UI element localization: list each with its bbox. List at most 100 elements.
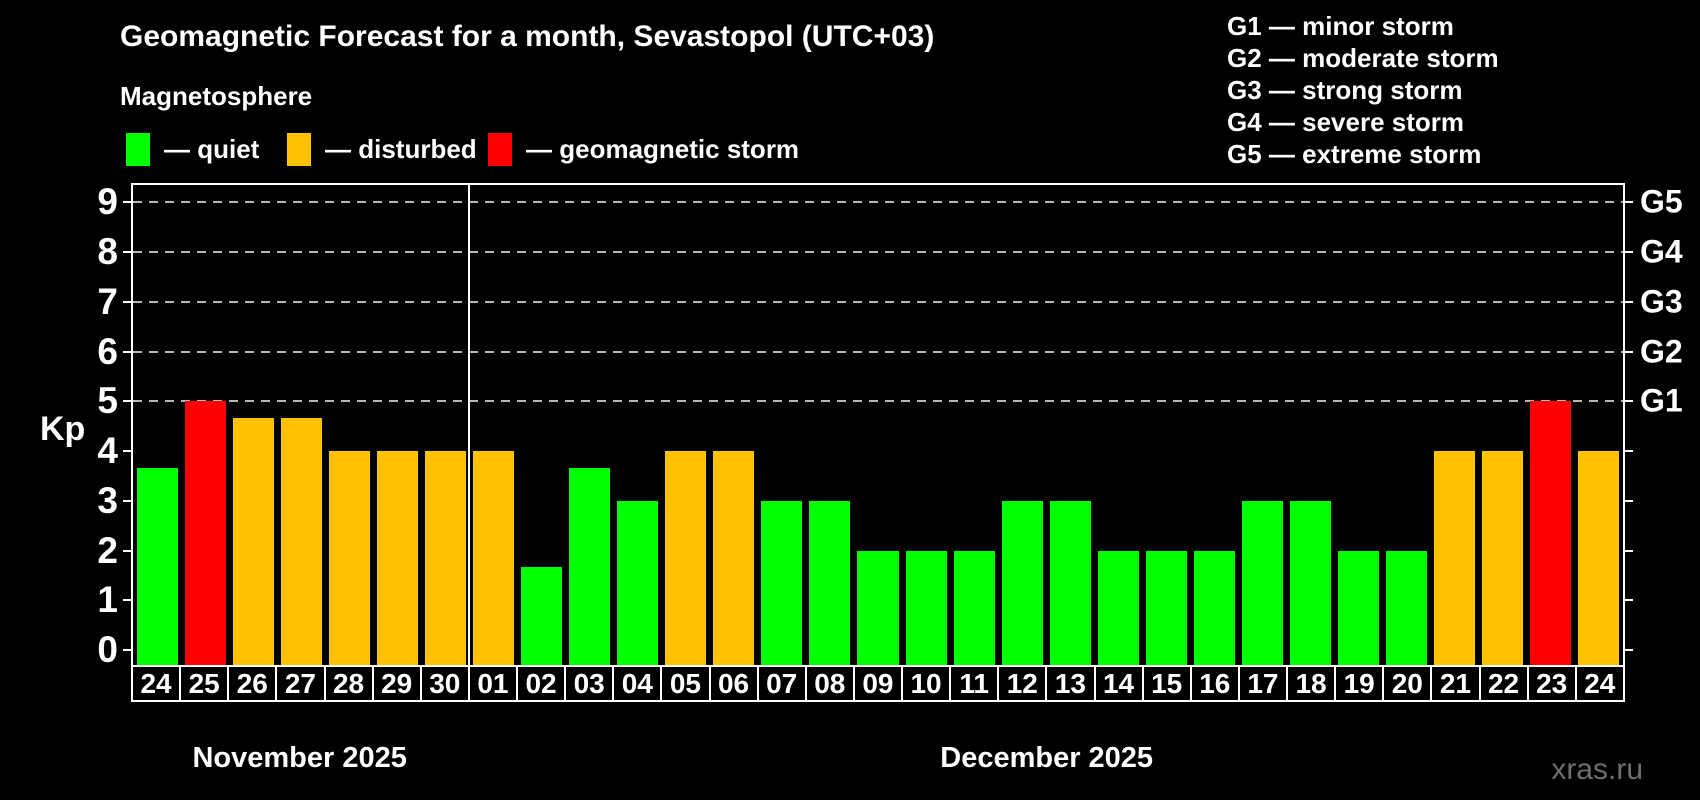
month-label-december: December 2025 [940, 742, 1154, 774]
left-tick-kp7 [123, 300, 133, 303]
date-label-dec-17: 17 [1237, 665, 1288, 702]
disturbed-color-swatch [287, 133, 311, 166]
kp-bar-dec-17 [1241, 500, 1284, 665]
kp-bar-dec-12 [1001, 500, 1043, 665]
left-tick-kp0 [123, 649, 133, 652]
left-tick-kp8 [123, 251, 133, 254]
date-label-dec-22: 22 [1478, 665, 1529, 702]
date-label-dec-04: 04 [612, 665, 663, 702]
left-tick-kp2 [123, 549, 133, 552]
storm-scale-line-g1: G1 — minor storm [1227, 11, 1454, 41]
date-label-dec-01: 01 [467, 665, 518, 702]
date-label-dec-08: 08 [804, 665, 855, 702]
kp-bar-dec-21 [1434, 451, 1476, 665]
kp-bar-nov-28 [328, 451, 370, 665]
kp-bar-nov-24 [136, 467, 178, 665]
legend-label-disturbed: — disturbed [325, 134, 477, 164]
y-tick-label-3: 3 [97, 479, 118, 521]
y-axis-title: Kp [40, 410, 86, 448]
date-label-dec-03: 03 [564, 665, 615, 702]
month-separator-line [468, 185, 471, 665]
kp-bar-dec-05 [665, 451, 707, 665]
storm-scale-line-g3: G3 — strong storm [1227, 75, 1463, 105]
date-label-dec-09: 09 [852, 665, 903, 702]
storm-color-swatch [488, 133, 512, 166]
left-tick-kp1 [123, 599, 133, 602]
y-tick-label-6: 6 [97, 330, 118, 372]
kp-bar-nov-30 [424, 451, 466, 665]
date-label-dec-18: 18 [1286, 665, 1337, 702]
kp-bar-dec-02 [521, 567, 563, 665]
chart-subtitle: Magnetosphere [120, 81, 313, 111]
y-tick-label-9: 9 [97, 181, 118, 223]
date-label-dec-05: 05 [660, 665, 711, 702]
kp-bar-dec-20 [1386, 550, 1428, 665]
left-tick-kp3 [123, 499, 133, 502]
g-scale-label-g3: G3 [1640, 283, 1683, 320]
storm-scale-line-g2: G2 — moderate storm [1227, 43, 1499, 73]
month-labels: November 2025 December 2025 [131, 742, 1625, 776]
y-tick-label-8: 8 [97, 231, 118, 273]
kp-bar-nov-26 [232, 417, 274, 665]
kp-bar-dec-01 [472, 451, 514, 665]
date-label-dec-16: 16 [1189, 665, 1240, 702]
kp-bar-dec-11 [953, 550, 995, 665]
y-tick-label-2: 2 [97, 529, 118, 571]
date-label-dec-11: 11 [949, 665, 1000, 702]
kp-bar-nov-29 [376, 451, 418, 665]
date-label-dec-23: 23 [1526, 665, 1577, 702]
kp-bar-dec-03 [569, 467, 611, 665]
y-tick-label-7: 7 [97, 280, 118, 322]
kp-bar-dec-16 [1193, 550, 1235, 665]
right-tick-kp8 [1623, 251, 1633, 254]
right-tick-kp2 [1623, 549, 1633, 552]
date-label-dec-14: 14 [1093, 665, 1144, 702]
storm-scale-legend: G1 — minor storm G2 — moderate storm G3 — … [1227, 10, 1499, 170]
kp-bar-dec-08 [809, 500, 851, 665]
date-label-dec-13: 13 [1045, 665, 1096, 702]
left-tick-kp4 [123, 450, 133, 453]
gridline-kp5 [133, 400, 1623, 403]
month-label-november: November 2025 [192, 742, 407, 774]
legend-item-disturbed: — disturbed [287, 133, 477, 166]
kp-bar-dec-04 [617, 500, 659, 665]
g-scale-label-g4: G4 [1640, 233, 1683, 270]
date-label-dec-07: 07 [756, 665, 807, 702]
plot-area: 0 1 2 3 4 5 6 7 8 9 G1 G2 G3 G4 G5 [97, 181, 1682, 670]
date-label-nov-30: 30 [419, 665, 470, 702]
date-label-nov-24: 24 [131, 665, 182, 702]
y-tick-label-5: 5 [97, 380, 118, 422]
date-label-nov-25: 25 [179, 665, 230, 702]
kp-bar-dec-09 [857, 550, 899, 665]
right-tick-kp5 [1623, 400, 1633, 403]
g-scale-label-g2: G2 [1640, 333, 1683, 370]
date-label-nov-29: 29 [371, 665, 422, 702]
kp-bar-dec-15 [1145, 550, 1187, 665]
date-label-dec-10: 10 [901, 665, 952, 702]
kp-bar-dec-24 [1578, 451, 1620, 665]
gridline-kp8 [133, 251, 1623, 254]
quiet-color-swatch [126, 133, 150, 166]
gridline-kp6 [133, 350, 1623, 353]
right-tick-kp7 [1623, 300, 1633, 303]
kp-bar-dec-10 [905, 550, 947, 665]
g-scale-label-g5: G5 [1640, 183, 1683, 220]
storm-scale-line-g4: G4 — severe storm [1227, 107, 1465, 137]
right-tick-kp3 [1623, 499, 1633, 502]
storm-scale-line-g5: G5 — extreme storm [1227, 139, 1482, 169]
watermark: xras.ru [1551, 753, 1643, 786]
legend-label-quiet: — quiet [164, 134, 260, 164]
kp-bar-dec-13 [1049, 500, 1091, 665]
y-tick-label-0: 0 [97, 629, 118, 671]
left-tick-kp6 [123, 350, 133, 353]
kp-bar-dec-07 [761, 500, 803, 665]
date-label-dec-21: 21 [1430, 665, 1481, 702]
kp-bar-dec-06 [713, 451, 755, 665]
right-tick-kp0 [1623, 649, 1633, 652]
kp-bar-dec-18 [1290, 500, 1332, 665]
date-label-nov-26: 26 [227, 665, 278, 702]
date-label-dec-15: 15 [1141, 665, 1192, 702]
left-tick-kp9 [123, 201, 133, 204]
left-tick-kp5 [123, 400, 133, 403]
